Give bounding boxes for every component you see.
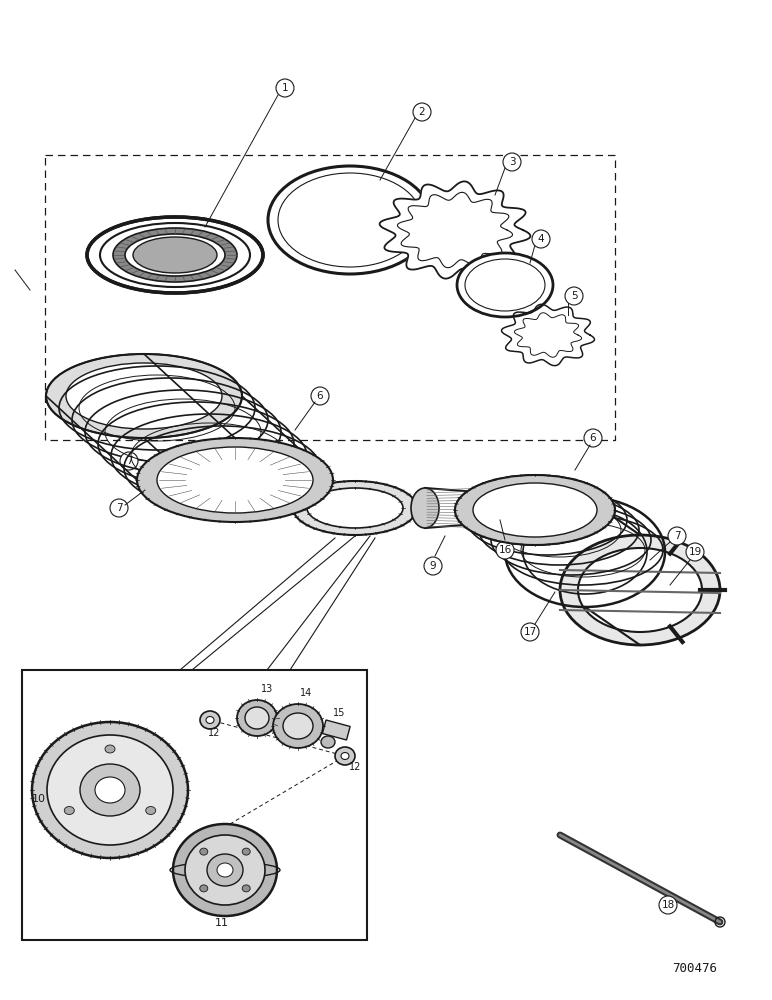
Ellipse shape: [207, 854, 243, 886]
Ellipse shape: [32, 722, 188, 858]
Ellipse shape: [268, 166, 432, 274]
Ellipse shape: [341, 752, 349, 760]
Circle shape: [311, 387, 329, 405]
Ellipse shape: [157, 447, 313, 513]
Text: 13: 13: [261, 684, 273, 694]
Ellipse shape: [335, 747, 355, 765]
Ellipse shape: [66, 363, 222, 429]
Text: 11: 11: [215, 918, 229, 928]
Polygon shape: [502, 304, 594, 366]
Ellipse shape: [457, 253, 553, 317]
Text: 7: 7: [116, 503, 122, 513]
Bar: [323, 720, 350, 740]
Text: 5: 5: [571, 291, 577, 301]
Circle shape: [120, 452, 138, 470]
Ellipse shape: [478, 491, 502, 525]
Ellipse shape: [200, 885, 208, 892]
Text: 14: 14: [300, 688, 312, 698]
Text: 6: 6: [317, 391, 323, 401]
Ellipse shape: [242, 848, 250, 855]
Circle shape: [496, 541, 514, 559]
Text: 2: 2: [418, 107, 425, 117]
Ellipse shape: [293, 481, 417, 535]
Text: 19: 19: [689, 547, 702, 557]
Circle shape: [424, 557, 442, 575]
Circle shape: [584, 429, 602, 447]
Ellipse shape: [100, 223, 250, 287]
Circle shape: [686, 543, 704, 561]
Ellipse shape: [64, 806, 74, 814]
Ellipse shape: [95, 777, 125, 803]
Ellipse shape: [307, 488, 403, 528]
Polygon shape: [380, 181, 530, 279]
Text: 10: 10: [32, 794, 46, 804]
Ellipse shape: [578, 548, 702, 632]
Circle shape: [110, 499, 128, 517]
Text: 17: 17: [523, 627, 537, 637]
Circle shape: [503, 153, 521, 171]
Ellipse shape: [411, 488, 439, 528]
Ellipse shape: [185, 835, 265, 905]
Ellipse shape: [87, 217, 263, 293]
Ellipse shape: [113, 228, 237, 282]
Circle shape: [532, 230, 550, 248]
Ellipse shape: [105, 745, 115, 753]
Text: 16: 16: [499, 545, 512, 555]
Ellipse shape: [206, 716, 214, 724]
Ellipse shape: [283, 713, 313, 739]
Ellipse shape: [137, 438, 333, 522]
Ellipse shape: [465, 259, 545, 311]
Ellipse shape: [237, 700, 277, 736]
Ellipse shape: [200, 711, 220, 729]
Ellipse shape: [321, 736, 335, 748]
Ellipse shape: [217, 863, 233, 877]
Ellipse shape: [146, 806, 156, 814]
Circle shape: [659, 896, 677, 914]
Ellipse shape: [46, 354, 242, 438]
Ellipse shape: [273, 704, 323, 748]
Ellipse shape: [473, 483, 597, 537]
Text: 12: 12: [349, 762, 361, 772]
Ellipse shape: [245, 707, 269, 729]
Ellipse shape: [242, 885, 250, 892]
Ellipse shape: [200, 848, 208, 855]
Ellipse shape: [455, 475, 615, 545]
Text: 7: 7: [126, 456, 132, 466]
Ellipse shape: [47, 735, 173, 845]
Text: 700476: 700476: [672, 962, 717, 974]
Text: 6: 6: [590, 433, 596, 443]
Text: 18: 18: [662, 900, 675, 910]
Circle shape: [521, 623, 539, 641]
Ellipse shape: [125, 234, 225, 276]
Text: 1: 1: [282, 83, 288, 93]
Text: 9: 9: [430, 561, 436, 571]
Ellipse shape: [173, 824, 277, 916]
Circle shape: [668, 527, 686, 545]
Circle shape: [565, 287, 583, 305]
Ellipse shape: [133, 237, 217, 273]
Circle shape: [276, 79, 294, 97]
Bar: [22, 670, 367, 940]
Ellipse shape: [278, 173, 422, 267]
Text: 12: 12: [208, 728, 220, 738]
Circle shape: [413, 103, 431, 121]
Text: 4: 4: [537, 234, 544, 244]
Text: 15: 15: [333, 708, 345, 718]
Text: 7: 7: [674, 531, 680, 541]
Ellipse shape: [560, 535, 720, 645]
Text: 3: 3: [509, 157, 516, 167]
Ellipse shape: [80, 764, 140, 816]
